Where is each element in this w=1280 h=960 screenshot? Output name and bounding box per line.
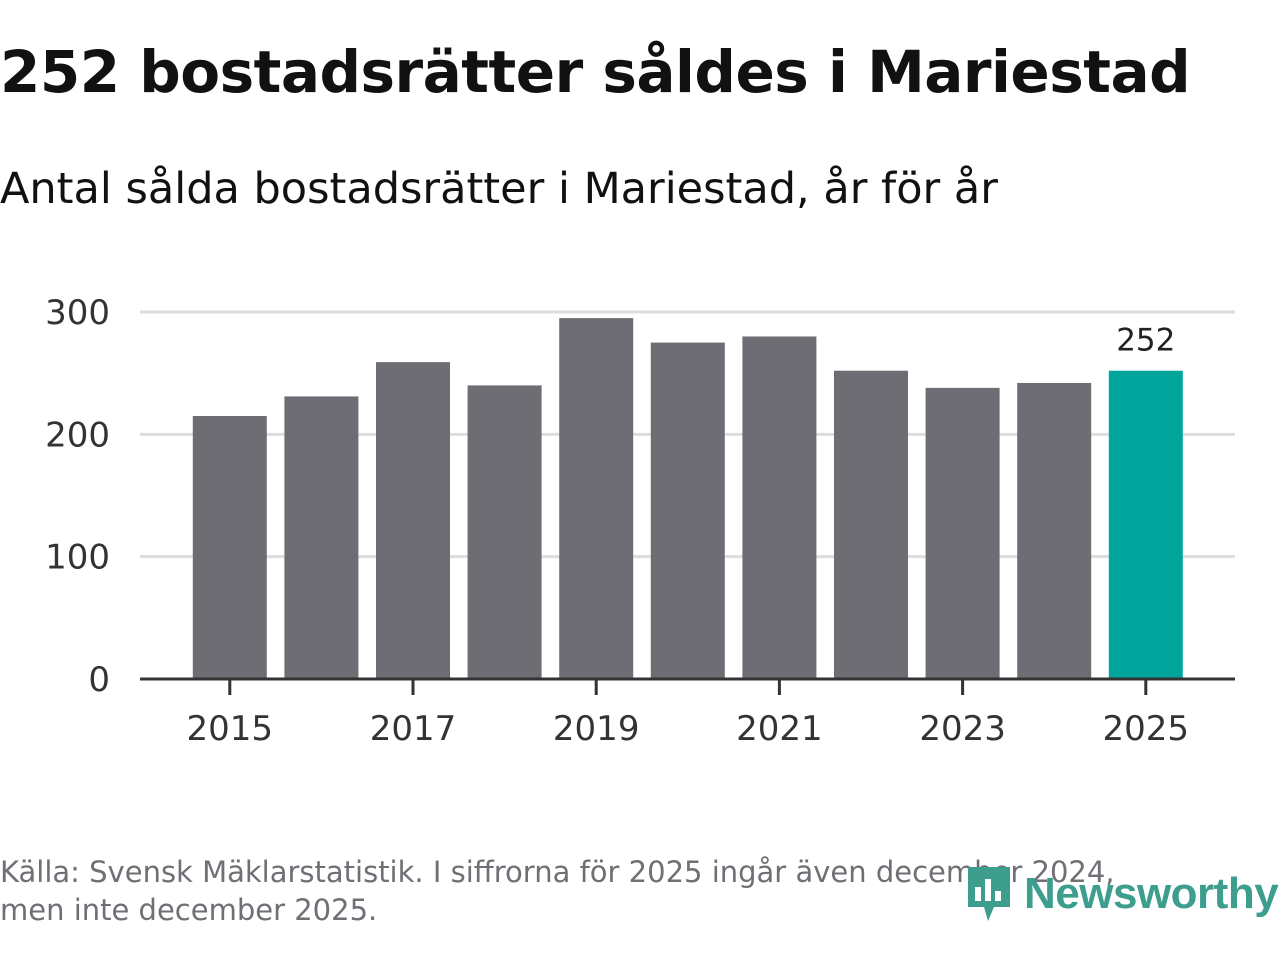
y-tick-label-200: 200 [45, 415, 110, 455]
x-axis [140, 677, 1235, 695]
newsworthy-logo-text: Newsworthy [1024, 869, 1279, 918]
bar-2019 [559, 318, 634, 679]
y-tick-label-0: 0 [88, 660, 110, 700]
bar-2018 [467, 385, 542, 679]
y-axis-tick-labels: 0 100 200 300 [45, 293, 110, 700]
bar-2015 [192, 415, 267, 679]
y-tick-label-100: 100 [45, 538, 110, 578]
x-tick-label-2017: 2017 [370, 709, 457, 749]
newsworthy-bar-chart-icon [968, 867, 1010, 921]
bar-2024 [1017, 382, 1092, 679]
bar-2023 [925, 387, 1000, 679]
source-note: Källa: Svensk Mäklarstatistik. I siffror… [0, 853, 1210, 929]
data-label-2025: 252 [1116, 323, 1175, 359]
data-labels: 252 [1116, 323, 1175, 359]
x-tick-label-2015: 2015 [187, 709, 274, 749]
bar-2017 [376, 362, 450, 679]
bar-2020 [650, 342, 725, 679]
bar-2025 [1108, 370, 1183, 679]
source-note-line-2: men inte december 2025. [0, 893, 378, 927]
source-note-line-1: Källa: Svensk Mäklarstatistik. I siffror… [0, 855, 1115, 889]
bar-chart: 0 100 200 300 2015 2017 2019 2021 2023 2025 252 [45, 293, 1235, 749]
y-tick-label-300: 300 [45, 293, 110, 333]
bar-2016 [284, 396, 359, 679]
chart-subtitle: Antal sålda bostadsrätter i Mariestad, å… [0, 164, 998, 214]
x-tick-label-2025: 2025 [1103, 709, 1190, 749]
x-tick-label-2023: 2023 [919, 709, 1006, 749]
x-tick-label-2019: 2019 [553, 709, 640, 749]
x-axis-tick-labels: 2015 2017 2019 2021 2023 2025 [187, 709, 1190, 749]
x-tick-label-2021: 2021 [736, 709, 823, 749]
bar-2022 [834, 370, 908, 679]
bars [192, 318, 1183, 679]
newsworthy-logo: Newsworthy [964, 862, 1279, 926]
bar-2021 [742, 336, 817, 679]
chart-title: 252 bostadsrätter såldes i Mariestad [0, 38, 1191, 106]
